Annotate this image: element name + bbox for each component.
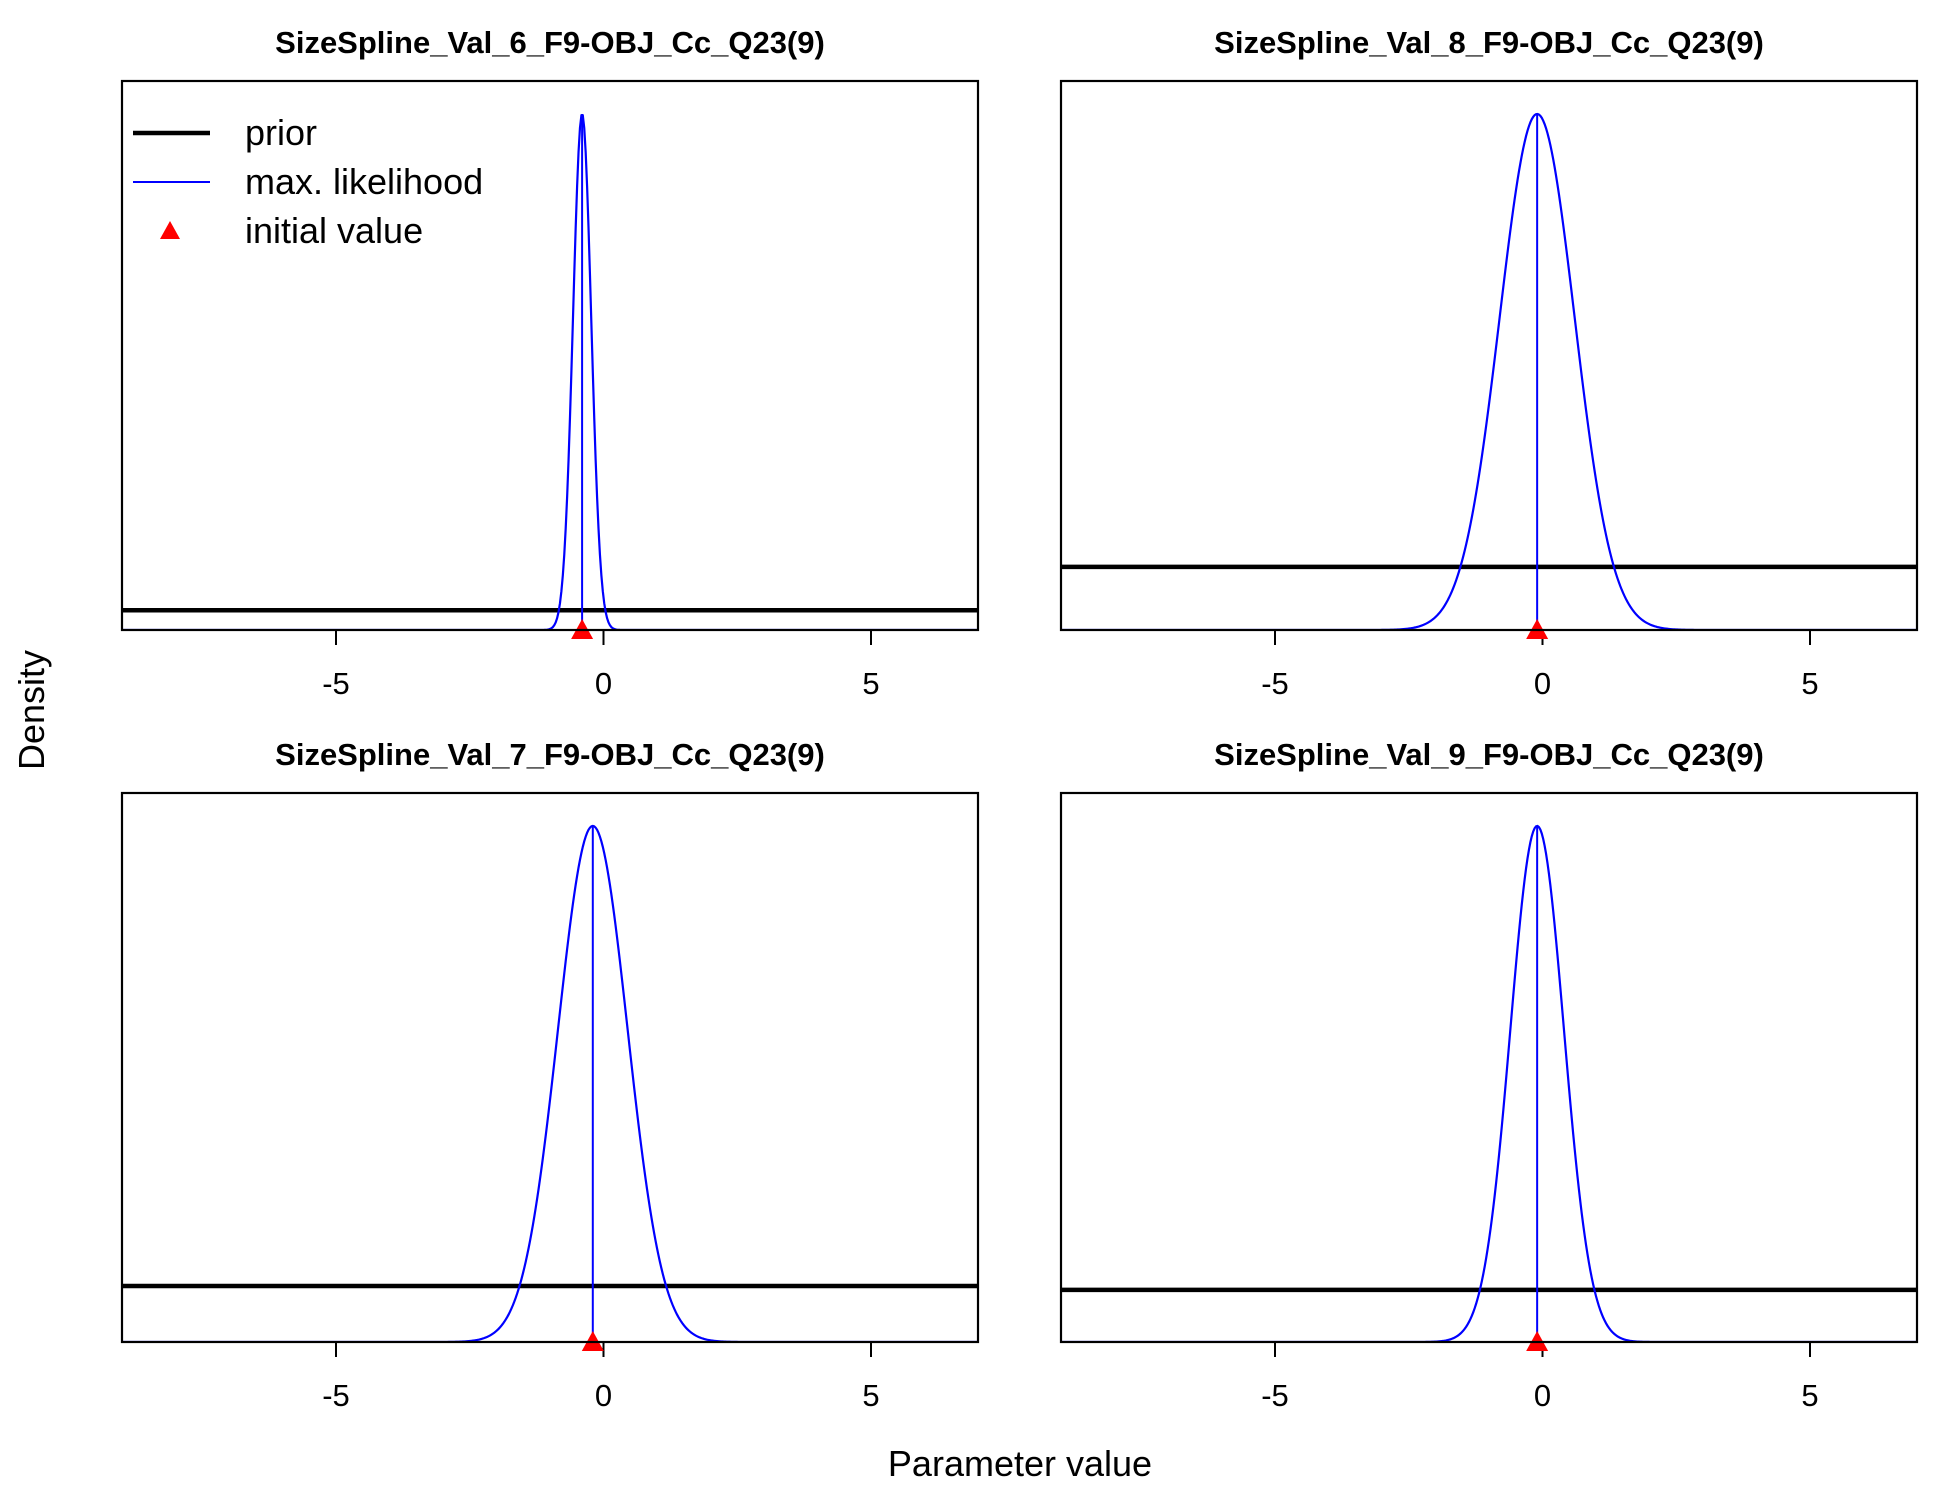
panel-title: SizeSpline_Val_8_F9-OBJ_Cc_Q23(9) [1214,25,1764,60]
x-axis-label: Parameter value [888,1443,1152,1484]
x-tick-label: 0 [1534,1378,1551,1413]
x-tick-label: 5 [862,666,879,701]
plot-frame [1059,79,1919,632]
panel-2: SizeSpline_Val_8_F9-OBJ_Cc_Q23(9) -5 0 5 [1059,25,1919,701]
legend-initial-swatch [160,221,180,239]
x-tick-label: -5 [1261,1378,1289,1413]
x-tick-label: 5 [1801,1378,1818,1413]
x-tick-label: 0 [595,666,612,701]
x-tick-label: 0 [1534,666,1551,701]
x-tick-label: -5 [322,666,350,701]
panel-title: SizeSpline_Val_7_F9-OBJ_Cc_Q23(9) [275,737,825,772]
mle-curve [1061,824,1917,1342]
series-layer [122,824,978,1342]
plot-frame [120,791,980,1344]
plot-frame [1059,791,1919,1344]
x-tick-label: 5 [1801,666,1818,701]
legend: prior max. likelihood initial value [133,112,483,251]
panel-title: SizeSpline_Val_9_F9-OBJ_Cc_Q23(9) [1214,737,1764,772]
mle-curve [122,824,978,1342]
x-tick-label: 0 [595,1378,612,1413]
x-tick-label: -5 [322,1378,350,1413]
series-layer [1061,112,1917,630]
series-layer [1061,824,1917,1342]
panel-3: SizeSpline_Val_7_F9-OBJ_Cc_Q23(9) -5 0 5 [120,737,980,1413]
panel-1: SizeSpline_Val_6_F9-OBJ_Cc_Q23(9) -5 0 5 pri… [120,25,980,701]
y-axis-label: Density [11,650,52,770]
legend-label: initial value [245,210,423,251]
mle-curve [1061,112,1917,630]
legend-label: max. likelihood [245,161,483,202]
panels: SizeSpline_Val_6_F9-OBJ_Cc_Q23(9) -5 0 5 pri… [120,25,1919,1413]
panel-4: SizeSpline_Val_9_F9-OBJ_Cc_Q23(9) -5 0 5 [1059,737,1919,1413]
plot-frame [120,79,980,632]
x-tick-label: 5 [862,1378,879,1413]
panel-title: SizeSpline_Val_6_F9-OBJ_Cc_Q23(9) [275,25,825,60]
x-tick-label: -5 [1261,666,1289,701]
legend-label: prior [245,112,317,153]
